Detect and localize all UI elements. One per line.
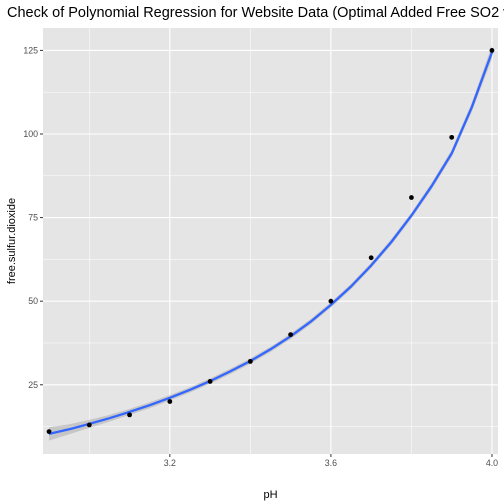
data-point [328, 298, 334, 304]
y-axis-title: free.sulfur.dioxide [6, 198, 18, 284]
data-point [449, 134, 455, 140]
y-tick-label: 100 [23, 129, 38, 139]
data-point [86, 422, 92, 428]
points-layer [46, 48, 495, 434]
fit-line-layer [48, 51, 494, 436]
y-axis: 25 50 75 100 125 [23, 45, 43, 390]
y-tick-label: 25 [28, 380, 38, 390]
x-tick-label: 3.2 [164, 458, 176, 468]
data-point [489, 48, 495, 53]
data-point [127, 412, 132, 418]
y-tick-label: 50 [28, 296, 38, 306]
x-tick-label: 3.6 [325, 458, 337, 468]
y-tick-label: 75 [28, 213, 38, 223]
chart-title: Check of Polynomial Regression for Websi… [7, 5, 504, 21]
data-point [247, 358, 253, 364]
x-tick-label: 4.0 [486, 458, 498, 468]
minor-grid [43, 28, 498, 454]
plot-panel [43, 28, 498, 454]
data-point [368, 255, 374, 261]
regression-fit-line [48, 51, 494, 436]
x-axis: 3.2 3.6 4.0 [164, 454, 498, 468]
data-point [288, 332, 294, 338]
data-point [409, 195, 414, 200]
data-point [167, 399, 173, 404]
major-grid [43, 28, 498, 454]
y-tick-label: 125 [23, 45, 38, 55]
data-point [46, 429, 52, 434]
x-axis-title: pH [263, 489, 277, 501]
data-point [207, 379, 213, 384]
